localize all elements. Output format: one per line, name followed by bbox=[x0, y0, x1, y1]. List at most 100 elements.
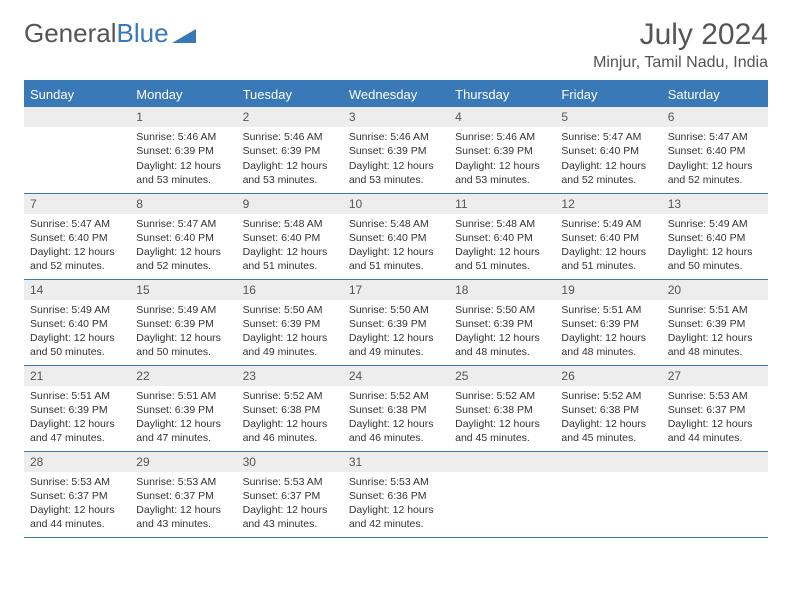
calendar-table: SundayMondayTuesdayWednesdayThursdayFrid… bbox=[24, 80, 768, 538]
cell-line: Sunrise: 5:46 AM bbox=[455, 130, 549, 144]
calendar-cell bbox=[662, 451, 768, 537]
cell-line: Daylight: 12 hours bbox=[30, 245, 124, 259]
cell-body: Sunrise: 5:49 AMSunset: 6:40 PMDaylight:… bbox=[555, 214, 661, 276]
cell-line: Daylight: 12 hours bbox=[561, 417, 655, 431]
day-number: 21 bbox=[24, 366, 130, 386]
cell-body: Sunrise: 5:50 AMSunset: 6:39 PMDaylight:… bbox=[343, 300, 449, 362]
day-header: Saturday bbox=[662, 81, 768, 107]
cell-line: Sunrise: 5:53 AM bbox=[136, 475, 230, 489]
cell-line: Daylight: 12 hours bbox=[349, 417, 443, 431]
calendar-cell: 6Sunrise: 5:47 AMSunset: 6:40 PMDaylight… bbox=[662, 107, 768, 193]
calendar-row: 28Sunrise: 5:53 AMSunset: 6:37 PMDayligh… bbox=[24, 451, 768, 537]
logo-text-2: Blue bbox=[117, 18, 169, 49]
cell-body: Sunrise: 5:52 AMSunset: 6:38 PMDaylight:… bbox=[343, 386, 449, 448]
cell-line: Sunrise: 5:49 AM bbox=[668, 217, 762, 231]
cell-line: Daylight: 12 hours bbox=[455, 417, 549, 431]
cell-line: Sunset: 6:37 PM bbox=[243, 489, 337, 503]
cell-line: and 45 minutes. bbox=[561, 431, 655, 445]
cell-line: Sunset: 6:40 PM bbox=[668, 144, 762, 158]
cell-line: Sunrise: 5:46 AM bbox=[243, 130, 337, 144]
calendar-cell: 9Sunrise: 5:48 AMSunset: 6:40 PMDaylight… bbox=[237, 193, 343, 279]
cell-line: Sunset: 6:37 PM bbox=[668, 403, 762, 417]
cell-line: Sunset: 6:38 PM bbox=[455, 403, 549, 417]
cell-body: Sunrise: 5:52 AMSunset: 6:38 PMDaylight:… bbox=[555, 386, 661, 448]
cell-line: Sunrise: 5:53 AM bbox=[349, 475, 443, 489]
day-number: 22 bbox=[130, 366, 236, 386]
header-right: July 2024 Minjur, Tamil Nadu, India bbox=[593, 18, 768, 72]
calendar-cell: 7Sunrise: 5:47 AMSunset: 6:40 PMDaylight… bbox=[24, 193, 130, 279]
cell-body: Sunrise: 5:53 AMSunset: 6:37 PMDaylight:… bbox=[130, 472, 236, 534]
cell-line: Daylight: 12 hours bbox=[243, 503, 337, 517]
cell-line: Sunset: 6:40 PM bbox=[136, 231, 230, 245]
cell-line: Sunset: 6:39 PM bbox=[455, 317, 549, 331]
cell-line: Sunset: 6:38 PM bbox=[243, 403, 337, 417]
cell-body: Sunrise: 5:48 AMSunset: 6:40 PMDaylight:… bbox=[237, 214, 343, 276]
cell-line: Sunrise: 5:48 AM bbox=[349, 217, 443, 231]
calendar-cell: 25Sunrise: 5:52 AMSunset: 6:38 PMDayligh… bbox=[449, 365, 555, 451]
cell-line: Daylight: 12 hours bbox=[561, 245, 655, 259]
cell-line: Sunset: 6:37 PM bbox=[30, 489, 124, 503]
calendar-cell: 16Sunrise: 5:50 AMSunset: 6:39 PMDayligh… bbox=[237, 279, 343, 365]
calendar-head: SundayMondayTuesdayWednesdayThursdayFrid… bbox=[24, 81, 768, 107]
cell-line: Daylight: 12 hours bbox=[561, 331, 655, 345]
calendar-cell: 30Sunrise: 5:53 AMSunset: 6:37 PMDayligh… bbox=[237, 451, 343, 537]
cell-line: Daylight: 12 hours bbox=[243, 159, 337, 173]
day-number: 31 bbox=[343, 452, 449, 472]
day-number bbox=[662, 452, 768, 472]
cell-line: Sunrise: 5:47 AM bbox=[668, 130, 762, 144]
logo-triangle-icon bbox=[172, 25, 196, 43]
cell-line: and 44 minutes. bbox=[30, 517, 124, 531]
cell-line: Sunset: 6:39 PM bbox=[349, 317, 443, 331]
day-number: 7 bbox=[24, 194, 130, 214]
cell-line: Daylight: 12 hours bbox=[30, 503, 124, 517]
day-number: 3 bbox=[343, 107, 449, 127]
calendar-cell: 8Sunrise: 5:47 AMSunset: 6:40 PMDaylight… bbox=[130, 193, 236, 279]
calendar-cell: 20Sunrise: 5:51 AMSunset: 6:39 PMDayligh… bbox=[662, 279, 768, 365]
cell-line: and 53 minutes. bbox=[243, 173, 337, 187]
cell-body: Sunrise: 5:51 AMSunset: 6:39 PMDaylight:… bbox=[662, 300, 768, 362]
calendar-cell: 13Sunrise: 5:49 AMSunset: 6:40 PMDayligh… bbox=[662, 193, 768, 279]
header-row: GeneralBlue July 2024 Minjur, Tamil Nadu… bbox=[24, 18, 768, 72]
cell-line: Sunset: 6:40 PM bbox=[668, 231, 762, 245]
cell-line: and 50 minutes. bbox=[136, 345, 230, 359]
month-title: July 2024 bbox=[593, 18, 768, 52]
cell-line: Daylight: 12 hours bbox=[561, 159, 655, 173]
cell-line: and 50 minutes. bbox=[30, 345, 124, 359]
cell-line: Sunset: 6:37 PM bbox=[136, 489, 230, 503]
calendar-row: 21Sunrise: 5:51 AMSunset: 6:39 PMDayligh… bbox=[24, 365, 768, 451]
day-number: 6 bbox=[662, 107, 768, 127]
cell-line: and 47 minutes. bbox=[136, 431, 230, 445]
cell-line: Sunset: 6:38 PM bbox=[349, 403, 443, 417]
day-number: 10 bbox=[343, 194, 449, 214]
calendar-cell: 18Sunrise: 5:50 AMSunset: 6:39 PMDayligh… bbox=[449, 279, 555, 365]
cell-body: Sunrise: 5:47 AMSunset: 6:40 PMDaylight:… bbox=[24, 214, 130, 276]
cell-line: Sunrise: 5:52 AM bbox=[243, 389, 337, 403]
cell-line: Sunset: 6:38 PM bbox=[561, 403, 655, 417]
calendar-cell: 3Sunrise: 5:46 AMSunset: 6:39 PMDaylight… bbox=[343, 107, 449, 193]
cell-line: Sunrise: 5:47 AM bbox=[561, 130, 655, 144]
cell-line: Daylight: 12 hours bbox=[30, 417, 124, 431]
calendar-cell: 17Sunrise: 5:50 AMSunset: 6:39 PMDayligh… bbox=[343, 279, 449, 365]
calendar-cell: 2Sunrise: 5:46 AMSunset: 6:39 PMDaylight… bbox=[237, 107, 343, 193]
cell-body: Sunrise: 5:50 AMSunset: 6:39 PMDaylight:… bbox=[449, 300, 555, 362]
cell-line: Sunrise: 5:51 AM bbox=[30, 389, 124, 403]
cell-line: Daylight: 12 hours bbox=[668, 331, 762, 345]
cell-line: Sunset: 6:39 PM bbox=[668, 317, 762, 331]
cell-body: Sunrise: 5:47 AMSunset: 6:40 PMDaylight:… bbox=[555, 127, 661, 189]
cell-line: Daylight: 12 hours bbox=[136, 417, 230, 431]
cell-line: Sunrise: 5:51 AM bbox=[561, 303, 655, 317]
cell-line: Sunset: 6:40 PM bbox=[561, 231, 655, 245]
cell-line: and 52 minutes. bbox=[30, 259, 124, 273]
cell-line: Sunset: 6:39 PM bbox=[136, 403, 230, 417]
cell-line: Daylight: 12 hours bbox=[455, 159, 549, 173]
cell-line: and 47 minutes. bbox=[30, 431, 124, 445]
day-number: 9 bbox=[237, 194, 343, 214]
cell-line: and 42 minutes. bbox=[349, 517, 443, 531]
day-number: 8 bbox=[130, 194, 236, 214]
cell-line: Sunset: 6:36 PM bbox=[349, 489, 443, 503]
day-number: 13 bbox=[662, 194, 768, 214]
cell-line: Daylight: 12 hours bbox=[243, 331, 337, 345]
calendar-cell: 31Sunrise: 5:53 AMSunset: 6:36 PMDayligh… bbox=[343, 451, 449, 537]
cell-line: Sunrise: 5:53 AM bbox=[668, 389, 762, 403]
cell-line: Daylight: 12 hours bbox=[455, 331, 549, 345]
